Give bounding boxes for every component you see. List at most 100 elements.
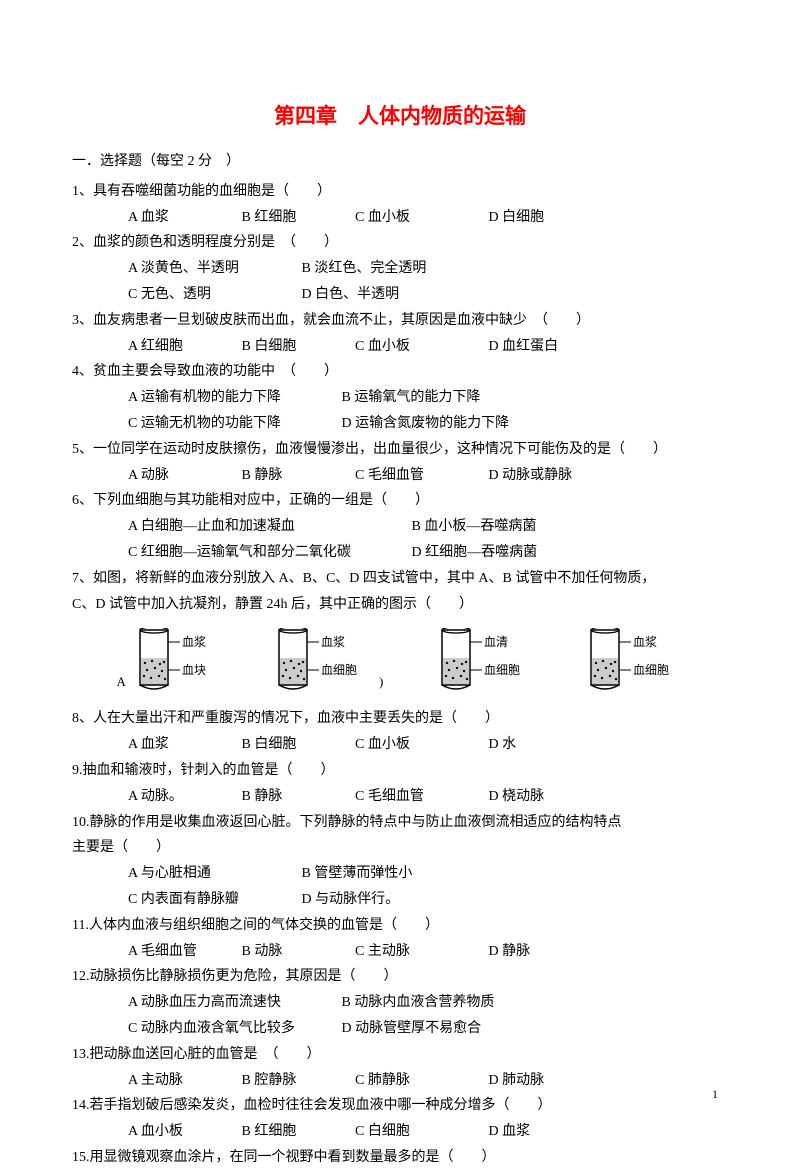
q11-d: D 静脉 [489,940,531,964]
q14-text: 14.若手指划破后感染发炎，血检时往往会发现血液中哪一种成分增多（ ） [72,1094,728,1118]
q4-d: D 运输含氮废物的能力下降 [342,416,510,431]
q8-text: 8、人在大量出汗和严重腹泻的情况下，血液中主要丢失的是（ ） [72,707,728,731]
q10-options-2: C 内表面有静脉瓣 D 与动脉伴行。 [72,888,728,912]
q1-options: A 血浆 B 红细胞 C 血小板 D 白细胞 [72,206,728,230]
q5-d: D 动脉或静脉 [489,464,573,488]
q2-a: A 淡黄色、半透明 [128,257,298,281]
tube-d-top-label: 血浆 [633,634,657,649]
q1-d: D 白细胞 [489,206,545,230]
q9-a: A 动脉。 [128,785,238,809]
tube-b-letter: ) [379,674,383,690]
q4-a: A 运输有机物的能力下降 [128,386,338,410]
q10-options-1: A 与心脏相通 B 管壁薄而弹性小 [72,862,728,886]
q12-c: C 动脉内血液含氧气比较多 [128,1017,338,1041]
chapter-title: 第四章 人体内物质的运输 [72,100,728,130]
q6-b: B 血小板—吞噬病菌 [412,519,537,534]
tube-a-letter: A [117,674,126,690]
q3-text: 3、血友病患者一旦划破皮肤而出血，就会血流不止，其原因是血液中缺少 （ ） [72,309,728,333]
q11-options: A 毛细血管 B 动脉 C 主动脉 D 静脉 [72,940,728,964]
tube-diagrams: A 血浆 血块 [72,628,728,693]
q9-d: D 桡动脉 [489,785,545,809]
tube-a-svg: 血浆 血块 [132,628,222,693]
q8-options: A 血浆 B 白细胞 C 血小板 D 水 [72,733,728,757]
q9-options: A 动脉。 B 静脉 C 毛细血管 D 桡动脉 [72,785,728,809]
q10-b: B 管壁薄而弹性小 [302,866,413,881]
q11-text: 11.人体内血液与组织细胞之间的气体交换的血管是（ ） [72,914,728,938]
q8-d: D 水 [489,733,517,757]
q8-b: B 白细胞 [242,733,352,757]
q2-c: C 无色、透明 [128,283,298,307]
q1-text: 1、具有吞噬细菌功能的血细胞是（ ） [72,180,728,204]
q5-c: C 毛细血管 [355,464,485,488]
q6-options-1: A 白细胞—止血和加速凝血 B 血小板—吞噬病菌 [72,515,728,539]
tube-b: 血浆 血细胞 ) [271,628,385,693]
q2-options-1: A 淡黄色、半透明 B 淡红色、完全透明 [72,257,728,281]
q12-a: A 动脉血压力高而流速快 [128,991,338,1015]
tube-b-svg: 血浆 血细胞 [271,628,371,693]
q8-a: A 血浆 [128,733,238,757]
q9-c: C 毛细血管 [355,785,485,809]
q15-text: 15.用显微镜观察血涂片，在同一个视野中看到数量最多的是（ ） [72,1146,728,1170]
q3-c: C 血小板 [355,335,485,359]
q9-b: B 静脉 [242,785,352,809]
q5-b: B 静脉 [242,464,352,488]
q10-d: D 与动脉伴行。 [302,892,400,907]
q7-text1: 7、如图，将新鲜的血液分别放入 A、B、C、D 四支试管中，其中 A、B 试管中… [72,567,728,591]
q5-options: A 动脉 B 静脉 C 毛细血管 D 动脉或静脉 [72,464,728,488]
tube-c-top-label: 血清 [484,635,508,649]
q5-text: 5、一位同学在运动时皮肤擦伤，血液慢慢渗出，出血量很少，这种情况下可能伤及的是（… [72,438,728,462]
q3-b: B 白细胞 [242,335,352,359]
q6-c: C 红细胞—运输氧气和部分二氧化碳 [128,541,408,565]
q3-a: A 红细胞 [128,335,238,359]
q13-a: A 主动脉 [128,1069,238,1093]
q13-d: D 肺动脉 [489,1069,545,1093]
q9-text: 9.抽血和输液时，针刺入的血管是（ ） [72,759,728,783]
q13-text: 13.把动脉血送回心脏的血管是 （ ） [72,1043,728,1067]
q10-c: C 内表面有静脉瓣 [128,888,298,912]
q4-text: 4、贫血主要会导致血液的功能中 （ ） [72,360,728,384]
q10-a: A 与心脏相通 [128,862,298,886]
q12-options-1: A 动脉血压力高而流速快 B 动脉内血液含营养物质 [72,991,728,1015]
q4-c: C 运输无机物的功能下降 [128,412,338,436]
q10-text1: 10.静脉的作用是收集血液返回心脏。下列静脉的特点中与防止血液倒流相适应的结构特… [72,811,728,835]
tube-a: A 血浆 血块 [117,628,222,693]
q12-text: 12.动脉损伤比静脉损伤更为危险，其原因是（ ） [72,965,728,989]
q6-options-2: C 红细胞—运输氧气和部分二氧化碳 D 红细胞—吞噬病菌 [72,541,728,565]
q8-c: C 血小板 [355,733,485,757]
tube-c: 血清 血细胞 [434,628,534,693]
section-header: 一．选择题（每空 2 分 ） [72,150,728,174]
q6-d: D 红细胞—吞噬病菌 [412,545,538,560]
q2-b: B 淡红色、完全透明 [302,261,427,276]
tube-c-bottom-label: 血细胞 [484,663,520,677]
tube-d-svg: 血浆 血细胞 [583,628,683,693]
q11-c: C 主动脉 [355,940,485,964]
q12-d: D 动脉管壁厚不易愈合 [342,1021,482,1036]
q1-b: B 红细胞 [242,206,352,230]
tube-a-bottom-label: 血块 [182,663,206,677]
q11-b: B 动脉 [242,940,352,964]
tube-a-top-label: 血浆 [182,634,206,649]
tube-d: 血浆 血细胞 [583,628,683,693]
q4-options-2: C 运输无机物的功能下降 D 运输含氮废物的能力下降 [72,412,728,436]
q2-text: 2、血浆的颜色和透明程度分别是 （ ） [72,231,728,255]
tube-b-top-label: 血浆 [321,634,345,649]
q10-text2: 主要是（ ） [72,836,728,860]
q1-a: A 血浆 [128,206,238,230]
q3-options: A 红细胞 B 白细胞 C 血小板 D 血红蛋白 [72,335,728,359]
q4-b: B 运输氧气的能力下降 [342,390,481,405]
q2-options-2: C 无色、透明 D 白色、半透明 [72,283,728,307]
q2-d: D 白色、半透明 [302,287,400,302]
q1-c: C 血小板 [355,206,485,230]
tube-b-bottom-label: 血细胞 [321,663,357,677]
tube-d-bottom-label: 血细胞 [633,663,669,677]
q12-options-2: C 动脉内血液含氧气比较多 D 动脉管壁厚不易愈合 [72,1017,728,1041]
q12-b: B 动脉内血液含营养物质 [342,995,495,1010]
q11-a: A 毛细血管 [128,940,238,964]
tube-c-svg: 血清 血细胞 [434,628,534,693]
q3-d: D 血红蛋白 [489,335,559,359]
q13-c: C 肺静脉 [355,1069,485,1093]
q5-a: A 动脉 [128,464,238,488]
q13-options: A 主动脉 B 腔静脉 C 肺静脉 D 肺动脉 [72,1069,728,1093]
q6-a: A 白细胞—止血和加速凝血 [128,515,408,539]
q6-text: 6、下列血细胞与其功能相对应中，正确的一组是（ ） [72,489,728,513]
